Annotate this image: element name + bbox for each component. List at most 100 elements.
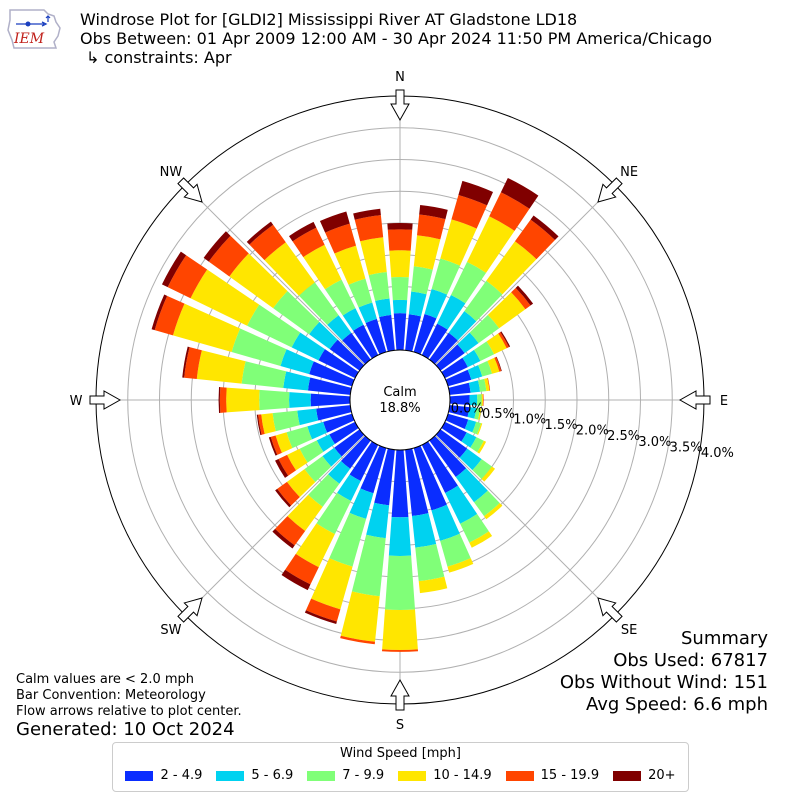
wind-bar-segment [295,523,335,568]
wind-bar-segment [389,250,411,278]
wind-bar-segment [324,279,356,316]
wind-bar-segment [308,474,340,507]
legend-label: 2 - 4.9 [160,768,203,783]
radial-tick-label: 4.0% [701,446,734,461]
direction-label: NW [160,165,183,180]
wind-bar-segment [351,534,386,597]
wind-bar-segment [382,609,418,651]
wind-bar-segment [329,421,359,445]
wind-bar-segment [358,302,377,324]
wind-bar-segment [182,346,190,378]
wind-bar-segment [429,332,458,365]
radial-tick-label: 2.0% [576,424,609,439]
legend-label: 20+ [648,768,676,783]
wind-bar-segment [392,299,408,314]
wind-bar-segment [500,177,539,209]
wind-bar-segment [424,289,448,319]
wind-bar-segment [154,295,185,336]
avg-speed: Avg Speed: 6.6 mph [586,694,768,715]
legend-swatch [125,770,154,781]
wind-bar-segment [486,333,507,355]
wind-bar-segment [337,474,361,501]
calm-note: Calm values are < 2.0 mph [16,672,195,687]
wind-bar-segment [411,513,437,548]
wind-bar-segment [464,280,503,322]
wind-bar-segment [219,387,227,413]
wind-bar-segment [297,408,319,426]
wind-bar-segment [489,192,530,231]
wind-bar-segment [467,365,483,380]
wind-bar-segment [469,394,478,406]
wind-bar-segment [448,405,470,417]
wind-bar-segment [379,314,395,352]
wind-bar-segment [256,414,262,436]
wind-bar-segment [435,344,465,371]
grid-spoke [184,435,365,616]
wind-bar-segment [348,278,373,308]
calm-label: Calm [383,385,416,400]
legend: Wind Speed [mph] 2 - 4.9 5 - 6.9 7 - 9.9 10… [112,742,689,792]
legend-item: 2 - 4.9 [125,768,202,783]
wind-bar-segment [342,308,364,331]
wind-bar-segment [511,287,531,310]
iem-logo: IEM [7,9,61,49]
wind-bar-segment [388,517,412,557]
wind-bar-segment [353,208,381,220]
wind-bar-segment [405,314,421,352]
wind-bar-segment [530,215,559,241]
grid-spoke [435,184,616,365]
direction-label: W [70,394,83,409]
wind-bar-segment [478,408,482,420]
flow-arrow-icon [597,597,623,623]
wind-bar-segment [319,211,350,233]
wind-bar-segment [334,245,366,285]
wind-bar-segment [286,426,313,449]
wind-bar-segment [500,331,511,348]
wind-bar-segment [431,504,460,541]
wind-bar-segment [474,341,495,361]
wind-bar-segment [190,269,260,326]
wind-bar-segment [287,494,323,532]
wind-bar-segment [309,321,338,350]
radial-tick-label: 0.5% [482,407,515,422]
wind-bar-segment [467,216,515,273]
wind-bar-segment [413,445,447,511]
wind-bar-segment [275,432,293,453]
wind-bars [151,177,559,652]
wind-bar-segment [469,531,493,548]
wind-bar-segment [307,421,328,440]
flow-arrow-icon [390,678,410,711]
wind-bar-segment [340,435,371,469]
wind-bar-segment [418,576,448,594]
wind-bar-segment [340,591,380,642]
wind-bar-segment [286,469,316,498]
legend-item: 10 - 14.9 [398,768,492,783]
wind-bar-segment [289,221,317,242]
wind-bar-segment [303,244,342,290]
wind-bar-segment [365,318,387,355]
radial-tick-label: 1.0% [513,413,546,428]
wind-bar-segment [268,436,278,456]
wind-bar-segment [440,219,477,266]
generated-date: Generated: 10 Oct 2024 [16,719,235,740]
legend-label: 5 - 6.9 [251,768,294,783]
wind-bar-segment [478,360,493,377]
wind-bar-segment [264,242,315,296]
wind-bar-segment [472,459,492,479]
wind-bar-segment [289,392,311,408]
wind-bar-segment [484,378,490,392]
wind-bar-segment [487,377,491,391]
wind-bar-segment [311,558,353,610]
wind-bar-segment [316,492,351,535]
constraints: ↳ constraints: Apr [86,48,232,67]
wind-bar-segment [429,435,467,478]
wind-bar-segment [461,432,477,448]
wind-bar-segment [287,448,308,471]
wind-bar-segment [275,459,289,478]
wind-bar-segment [246,221,274,245]
legend-swatch [505,770,534,781]
wind-bar-segment [515,285,534,306]
summary-block: Summary Obs Used: 67817 Obs Without Wind… [560,628,768,716]
wind-bar-segment [272,410,300,432]
wind-bar-segment [449,395,470,405]
